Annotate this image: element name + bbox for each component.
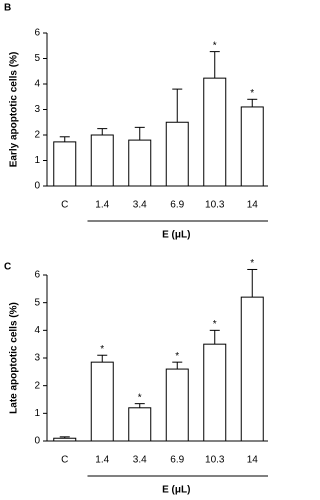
x-axis-label: E (μL) [162, 485, 190, 496]
significance-marker: * [250, 88, 254, 99]
x-axis-label: E (μL) [162, 230, 190, 241]
x-tick-label: 1.4 [95, 200, 109, 211]
significance-marker: * [175, 351, 179, 362]
y-tick-label: 3 [34, 104, 40, 115]
bar [203, 77, 227, 187]
y-tick-label: 6 [34, 28, 40, 39]
figure: B Early apoptotic cells (%) 0 1 2 3 4 5 6 C 1.4 3.4… [4, 3, 268, 496]
panel-letter: B [4, 3, 11, 14]
x-tick-label: 3.4 [133, 200, 147, 211]
bar [53, 141, 77, 187]
significance-marker: * [250, 258, 254, 269]
bar [128, 139, 152, 187]
x-tick-label: 6.9 [170, 200, 184, 211]
significance-marker: * [213, 40, 217, 51]
y-tick-label: 6 [34, 270, 40, 281]
bar [240, 296, 264, 442]
x-tick-label: 10.3 [205, 200, 225, 211]
y-tick-label: 0 [34, 436, 40, 447]
x-tick-label: 10.3 [205, 455, 225, 466]
x-tick-label: 14 [247, 200, 259, 211]
y-tick-label: 5 [34, 297, 40, 308]
x-tick-label: 1.4 [95, 455, 109, 466]
x-tick-label: 14 [247, 455, 259, 466]
y-axis-label: Late apoptotic cells (%) [9, 302, 20, 414]
y-tick-label: 4 [34, 325, 40, 336]
significance-marker: * [213, 319, 217, 330]
significance-marker: * [138, 392, 142, 403]
x-tick-label: 3.4 [133, 455, 147, 466]
panel-letter: C [4, 262, 11, 273]
x-tick-label: 6.9 [170, 455, 184, 466]
bar [165, 121, 189, 187]
y-tick-label: 2 [34, 130, 40, 141]
bar [53, 437, 77, 442]
y-tick-label: 4 [34, 79, 40, 90]
bar [165, 368, 189, 442]
bar [203, 343, 227, 442]
bar [90, 134, 114, 187]
significance-marker: * [100, 344, 104, 355]
y-tick-label: 3 [34, 353, 40, 364]
y-tick-label: 2 [34, 380, 40, 391]
y-tick-label: 1 [34, 408, 40, 419]
x-tick-label: C [61, 455, 68, 466]
x-tick-label: C [61, 200, 68, 211]
y-tick-label: 5 [34, 53, 40, 64]
y-axis-label: Early apoptotic cells (%) [9, 52, 20, 168]
bar [128, 407, 152, 442]
bar [90, 361, 114, 442]
y-tick-label: 0 [34, 181, 40, 192]
y-tick-label: 1 [34, 155, 40, 166]
bar [240, 106, 264, 187]
